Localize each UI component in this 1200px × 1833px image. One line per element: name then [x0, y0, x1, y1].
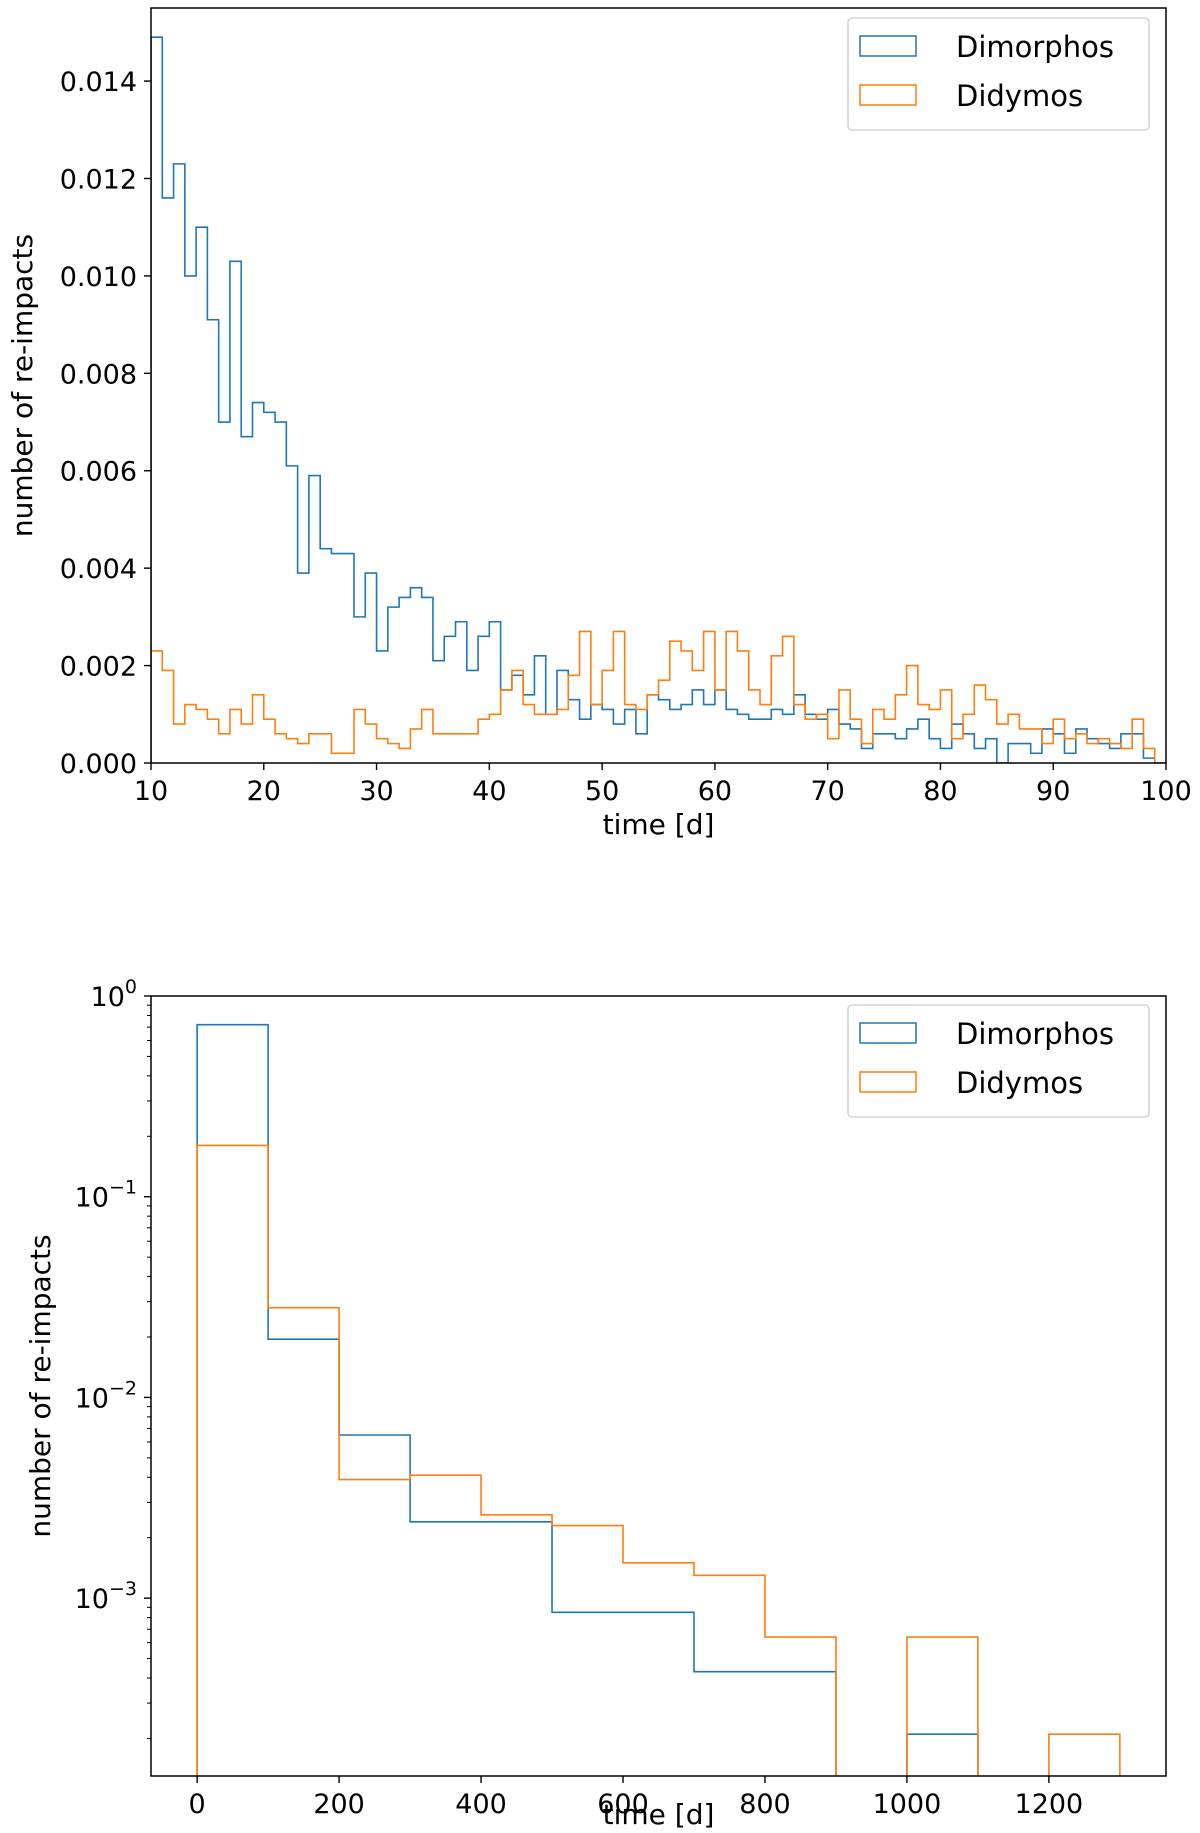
bottom-y-tick-label: 100	[91, 976, 137, 1013]
top-y-tick-label: 0.002	[60, 652, 137, 683]
bottom-legend-box	[847, 1004, 1150, 1118]
top-y-tick-label: 0.012	[60, 164, 137, 195]
bottom-x-tick-label: 200	[313, 1789, 365, 1820]
bottom-legend-swatch-dimorphos	[859, 1022, 917, 1044]
bottom-y-tick-label: 10−2	[75, 1377, 137, 1414]
top-plot-frame	[150, 7, 1167, 764]
bottom-legend-swatch-didymos	[859, 1071, 917, 1093]
bottom-histogram-chart: 0 200 400 600 800 1000 1200 100 10−1 10−2 10−3 ti…	[24, 976, 1167, 1831]
bottom-series-dimorphos	[196, 1023, 979, 1776]
top-x-tick-label: 60	[698, 776, 732, 807]
top-x-tick-label: 30	[359, 776, 393, 807]
bottom-x-tick-label: 1200	[1015, 1789, 1084, 1820]
top-legend-label-dimorphos: Dimorphos	[956, 30, 1114, 64]
top-x-tick-label: 90	[1036, 776, 1070, 807]
top-histogram-chart: 10 20 30 40 50 60 70 80 90 100 0.000 0.002 0.004 0.0…	[6, 7, 1192, 841]
bottom-legend-label-dimorphos: Dimorphos	[956, 1017, 1114, 1051]
top-legend: Dimorphos Didymos	[847, 17, 1150, 131]
bottom-dimorphos-step-line	[196, 1023, 979, 1776]
bottom-y-axis-label: number of re-impacts	[24, 1234, 57, 1537]
bottom-x-tick-label: 1000	[873, 1789, 942, 1820]
bottom-didymos-step-line	[196, 1144, 1121, 1776]
bottom-series-didymos	[196, 1144, 1121, 1776]
top-didymos-step-line	[151, 630, 1166, 763]
top-y-tick-label: 0.004	[60, 554, 137, 585]
top-y-tick-label: 0.010	[60, 262, 137, 293]
top-y-tick-label: 0.014	[60, 67, 137, 98]
bottom-x-axis-label: time [d]	[603, 1798, 715, 1831]
top-x-tick-label: 20	[247, 776, 281, 807]
top-legend-label-didymos: Didymos	[956, 79, 1083, 113]
bottom-x-tick-label: 400	[455, 1789, 507, 1820]
top-series-dimorphos	[151, 36, 1166, 763]
bottom-x-tick-label: 600	[597, 1789, 649, 1820]
bottom-plot-frame	[150, 995, 1167, 1777]
top-x-tick-label: 80	[923, 776, 957, 807]
top-y-tick-label: 0.008	[60, 359, 137, 390]
bottom-x-tick-label: 0	[189, 1789, 206, 1820]
top-y-axis-label: number of re-impacts	[6, 234, 39, 537]
top-x-tick-label: 70	[810, 776, 844, 807]
bottom-y-tick-label: 10−1	[75, 1177, 137, 1214]
top-legend-box	[847, 17, 1150, 131]
top-x-tick-label: 50	[585, 776, 619, 807]
top-legend-swatch-didymos	[859, 84, 917, 106]
top-x-tick-label: 10	[134, 776, 168, 807]
bottom-legend: Dimorphos Didymos	[847, 1004, 1150, 1118]
bottom-x-tick-label: 800	[739, 1789, 791, 1820]
bottom-y-tick-label: 10−3	[75, 1578, 137, 1615]
top-series-didymos	[151, 630, 1166, 763]
top-y-tick-label: 0.006	[60, 457, 137, 488]
bottom-legend-label-didymos: Didymos	[956, 1066, 1083, 1100]
top-x-tick-label: 40	[472, 776, 506, 807]
top-x-axis-label: time [d]	[603, 808, 715, 841]
top-dimorphos-step-line	[151, 36, 1166, 763]
top-legend-swatch-dimorphos	[859, 35, 917, 57]
top-x-tick-label: 100	[1140, 776, 1192, 807]
top-y-tick-label: 0.000	[60, 749, 137, 780]
